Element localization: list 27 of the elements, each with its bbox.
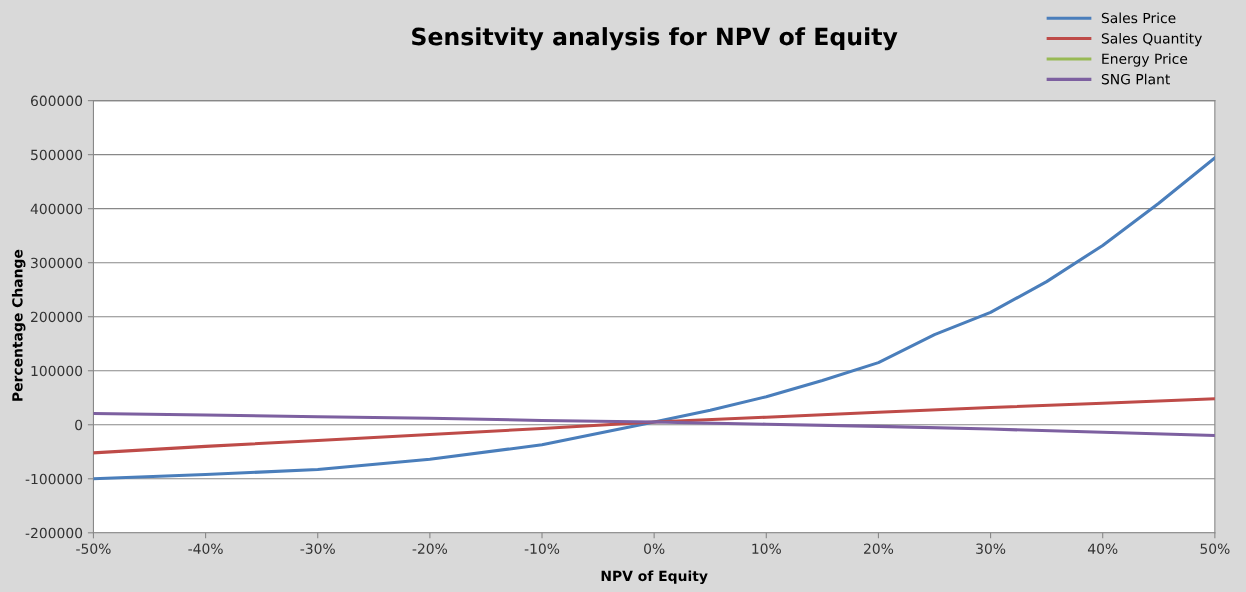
- x-tick-label: -20%: [412, 543, 448, 554]
- legend-label: Sales Quantity: [1101, 32, 1202, 47]
- y-axis-title: Percentage Change: [11, 249, 26, 401]
- x-tick-label: 0%: [644, 543, 665, 554]
- x-tick-label: -50%: [76, 543, 111, 554]
- chart-title: Sensitvity analysis for NPV of Equity: [412, 27, 898, 51]
- legend-label: SNG Plant: [1101, 73, 1170, 85]
- y-tick-label: 200000: [31, 311, 83, 323]
- x-tick-label: 30%: [976, 543, 1006, 554]
- x-tick-label: 10%: [752, 543, 781, 554]
- y-tick-label: 400000: [30, 203, 83, 215]
- legend-label: Sales Price: [1101, 12, 1176, 24]
- x-axis-title: NPV of Equity: [601, 570, 708, 584]
- x-tick-label: 50%: [1200, 543, 1230, 554]
- y-tick-label: 100000: [31, 365, 83, 377]
- x-tick-label: -30%: [300, 543, 335, 554]
- x-tick-label: -40%: [188, 543, 223, 554]
- legend-label: Energy Price: [1102, 53, 1188, 67]
- y-tick-label: 600000: [30, 95, 83, 107]
- y-tick-label: -100000: [25, 473, 83, 485]
- y-tick-label: -200000: [25, 527, 83, 539]
- y-tick-label: 300000: [31, 257, 83, 269]
- x-tick-label: 40%: [1087, 543, 1118, 554]
- x-tick-label: -10%: [524, 543, 560, 554]
- y-tick-label: 0: [75, 419, 83, 431]
- x-tick-label: 20%: [864, 543, 894, 554]
- y-tick-label: 500000: [31, 149, 83, 161]
